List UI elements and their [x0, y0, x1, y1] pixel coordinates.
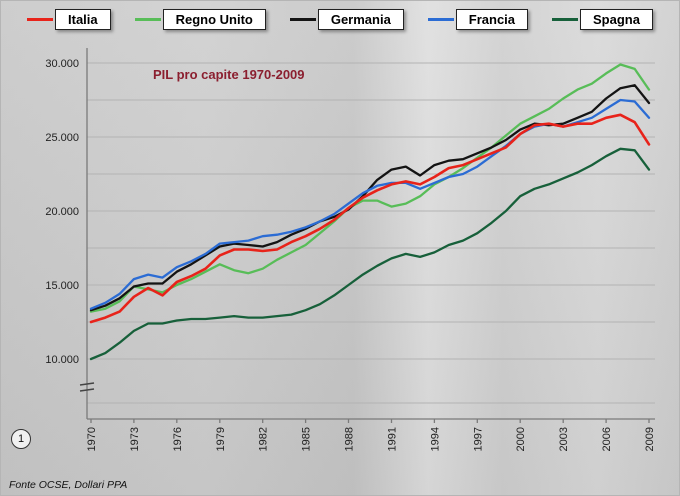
legend-label-spagna: Spagna — [580, 9, 653, 30]
series-line-germania — [89, 84, 651, 312]
x-tick-label: 1979 — [215, 427, 227, 451]
legend-label-regno-unito: Regno Unito — [162, 9, 266, 30]
legend-label-francia: Francia — [455, 9, 529, 30]
legend-swatch-regno-unito — [134, 18, 161, 21]
x-tick-label: 1982 — [258, 427, 270, 451]
x-tick-label: 1988 — [344, 427, 356, 451]
y-tick-label: 25.000 — [45, 132, 79, 144]
series-line-spagna — [89, 147, 651, 361]
x-tick-label: 1985 — [301, 427, 313, 451]
x-tick-label: 2009 — [644, 427, 656, 451]
series-line-italia — [89, 113, 651, 324]
series-line-francia — [89, 98, 651, 310]
legend-swatch-germania — [289, 18, 316, 21]
legend-swatch-italia — [27, 18, 53, 21]
legend-label-italia: Italia — [55, 9, 111, 30]
x-tick-label: 1991 — [387, 427, 399, 451]
x-tick-label: 1997 — [472, 427, 484, 451]
x-tick-label: 2006 — [601, 427, 613, 451]
legend-item-germania: Germania — [289, 9, 404, 30]
page-number: 1 — [17, 433, 25, 445]
chart-title: PIL pro capite 1970-2009 — [153, 67, 305, 82]
axis-break-mark — [79, 388, 95, 392]
x-tick-label: 1994 — [429, 427, 441, 451]
legend-item-italia: Italia — [27, 9, 111, 30]
x-tick-label: 1970 — [86, 427, 98, 451]
legend-item-spagna: Spagna — [552, 9, 653, 30]
axis-break-mark — [79, 382, 95, 386]
page-number-badge: 1 — [11, 429, 31, 449]
legend-swatch-spagna — [552, 18, 578, 21]
y-tick-label: 30.000 — [45, 58, 79, 70]
x-tick-label: 2000 — [515, 427, 527, 451]
legend-label-germania: Germania — [317, 9, 404, 30]
legend-swatch-francia — [427, 18, 454, 21]
legend: Italia Regno Unito Germania Francia Spagna — [1, 9, 679, 30]
x-tick-label: 2003 — [558, 427, 570, 451]
x-tick-label: 1976 — [172, 427, 184, 451]
legend-item-regno-unito: Regno Unito — [134, 9, 266, 30]
y-tick-label: 20.000 — [45, 206, 79, 218]
y-tick-label: 10.000 — [45, 354, 79, 366]
x-tick-label: 1973 — [129, 427, 141, 451]
source-note: Fonte OCSE, Dollari PPA — [9, 479, 128, 491]
legend-item-francia: Francia — [427, 9, 529, 30]
series-line-regno-unito — [89, 63, 651, 313]
y-tick-label: 15.000 — [45, 280, 79, 292]
